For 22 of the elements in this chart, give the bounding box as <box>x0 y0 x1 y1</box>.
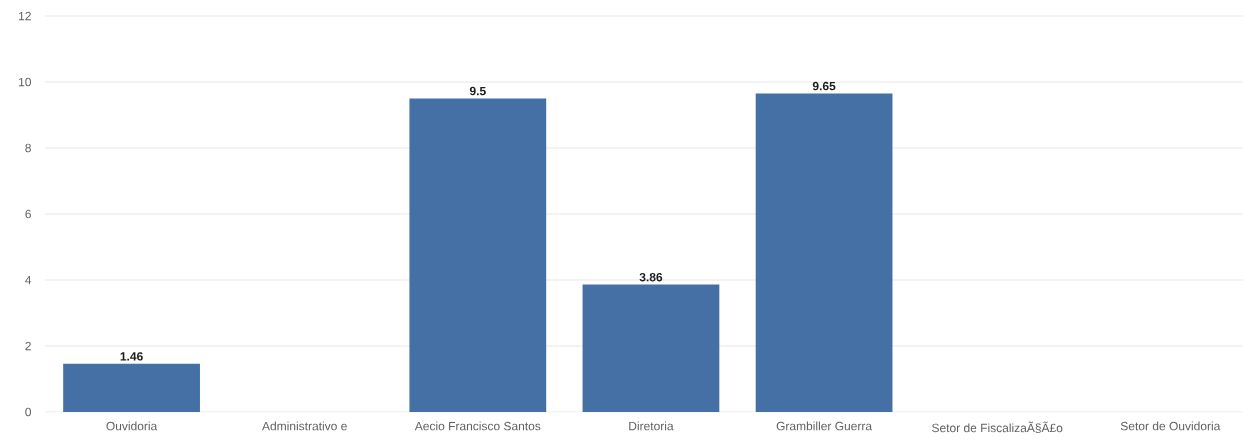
data-label: 9.65 <box>812 81 836 91</box>
y-tick-label: 12 <box>19 11 31 21</box>
x-tick-label: Diretoria <box>629 421 674 431</box>
bar <box>755 93 893 412</box>
y-tick-label: 2 <box>25 341 31 351</box>
data-label: 1.46 <box>120 352 143 361</box>
y-tick-label: 4 <box>25 275 32 285</box>
y-tick-label: 10 <box>19 77 31 87</box>
bar <box>409 98 547 412</box>
x-tick-label: Setor de FiscalizaÃ§Ã£o <box>932 421 1063 434</box>
x-tick-label: Setor de Ouvidoria <box>1120 421 1221 431</box>
y-tick-label: 8 <box>25 143 31 153</box>
x-tick-label: Grambiller Guerra <box>776 421 873 431</box>
data-label: 3.86 <box>639 272 663 282</box>
data-label: 9.5 <box>469 86 486 96</box>
bar <box>63 363 200 412</box>
x-tick-label: Aecio Francisco Santos <box>414 421 541 431</box>
bar <box>582 284 720 412</box>
y-tick-label: 6 <box>25 209 31 219</box>
y-tick-label: 0 <box>25 407 31 417</box>
x-tick-label: Ouvidoria <box>106 421 158 431</box>
x-tick-label: Administrativo e <box>262 421 347 431</box>
